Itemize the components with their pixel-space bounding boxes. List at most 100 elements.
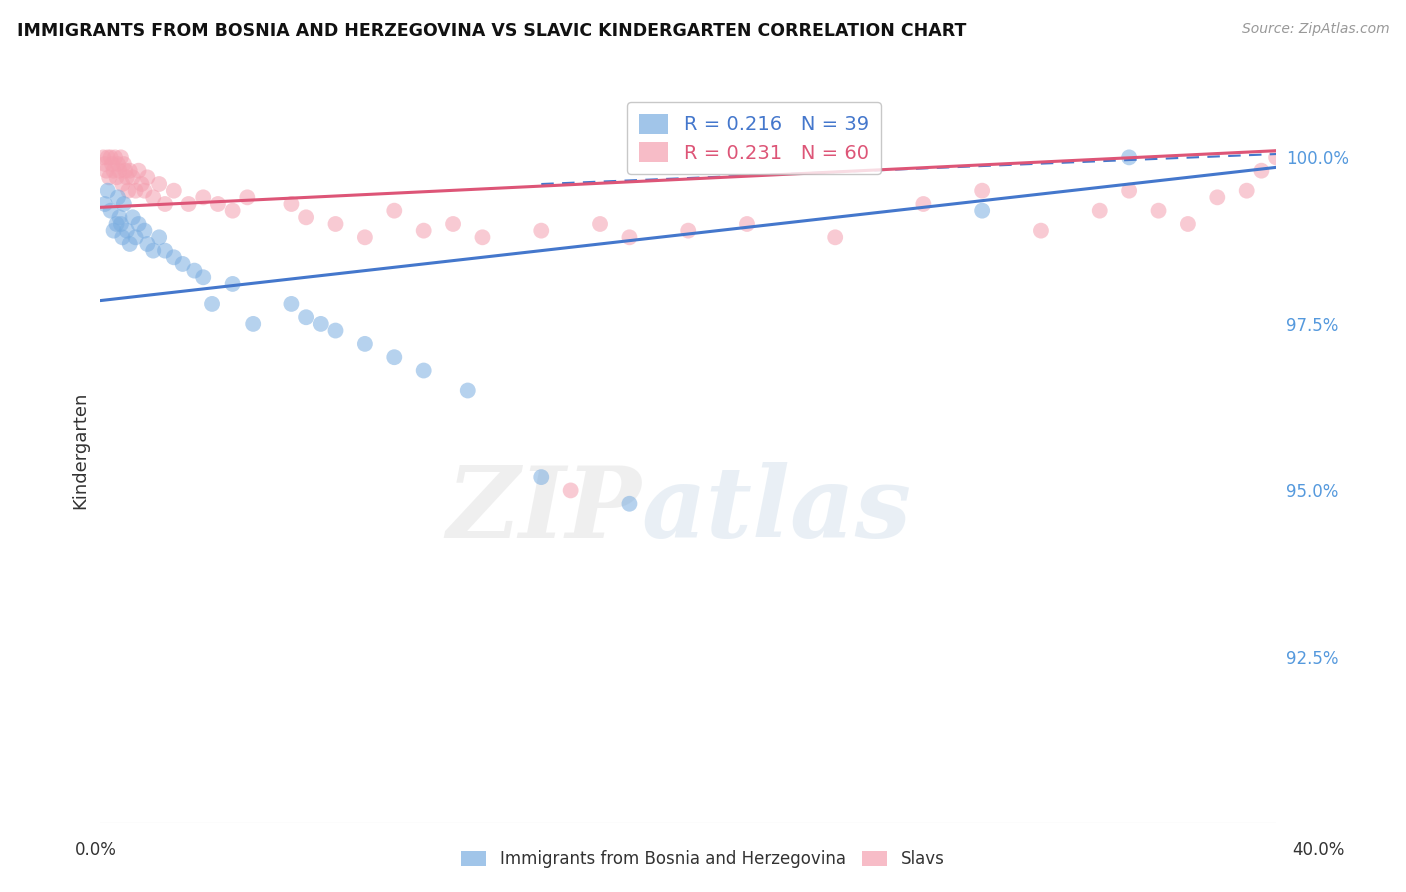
Point (193, 190, 215, 204)
Point (280, 297, 302, 311)
Point (412, 363, 434, 377)
Text: IMMIGRANTS FROM BOSNIA AND HERZEGOVINA VS SLAVIC KINDERGARTEN CORRELATION CHART: IMMIGRANTS FROM BOSNIA AND HERZEGOVINA V… (17, 22, 966, 40)
Point (118, 237, 141, 252)
Point (309, 317, 332, 331)
Legend: R = 0.216   N = 39, R = 0.231   N = 60: R = 0.216 N = 39, R = 0.231 N = 60 (627, 102, 880, 174)
Point (619, 230, 641, 244)
Point (134, 184, 156, 198)
Point (107, 190, 129, 204)
Text: 40.0%: 40.0% (1292, 840, 1346, 858)
Point (441, 217, 464, 231)
Y-axis label: Kindergarten: Kindergarten (72, 392, 89, 509)
Point (124, 184, 146, 198)
Point (100, 150, 122, 164)
Point (354, 337, 377, 351)
Point (619, 497, 641, 511)
Point (101, 157, 124, 171)
Text: Source: ZipAtlas.com: Source: ZipAtlas.com (1241, 22, 1389, 37)
Point (94, 157, 117, 171)
Point (236, 190, 259, 204)
Point (589, 217, 612, 231)
Point (134, 224, 156, 238)
Point (153, 197, 176, 211)
Point (193, 270, 215, 285)
Point (131, 177, 153, 191)
Point (530, 224, 553, 238)
Point (142, 190, 165, 204)
Point (97, 150, 120, 164)
Point (824, 230, 846, 244)
Point (136, 237, 159, 252)
Point (105, 217, 128, 231)
Point (1177, 217, 1199, 231)
Point (112, 197, 135, 211)
Point (128, 217, 150, 231)
Point (110, 150, 132, 164)
Point (142, 244, 165, 258)
Point (1250, 163, 1272, 178)
Text: atlas: atlas (641, 462, 911, 558)
Point (177, 197, 200, 211)
Point (103, 224, 125, 238)
Point (912, 197, 935, 211)
Point (382, 203, 405, 218)
Point (111, 230, 134, 244)
Legend: Immigrants from Bosnia and Herzegovina, Slavs: Immigrants from Bosnia and Herzegovina, … (454, 844, 952, 875)
Point (676, 224, 699, 238)
Point (1118, 184, 1140, 198)
Point (1265, 150, 1288, 164)
Point (221, 277, 243, 291)
Point (530, 470, 553, 484)
Point (117, 184, 139, 198)
Point (118, 163, 141, 178)
Point (148, 230, 170, 244)
Point (295, 310, 318, 325)
Point (108, 211, 131, 225)
Text: ZIP: ZIP (446, 462, 641, 558)
Point (972, 184, 994, 198)
Point (412, 224, 434, 238)
Point (1029, 224, 1052, 238)
Point (115, 224, 138, 238)
Point (163, 184, 186, 198)
Point (172, 257, 194, 271)
Point (136, 170, 159, 185)
Point (114, 163, 136, 178)
Point (221, 203, 243, 218)
Point (115, 170, 138, 185)
Point (96, 163, 118, 178)
Point (100, 203, 122, 218)
Point (280, 197, 302, 211)
Point (153, 244, 176, 258)
Point (148, 177, 170, 191)
Point (560, 483, 582, 498)
Point (112, 157, 135, 171)
Point (325, 324, 347, 338)
Point (97, 184, 120, 198)
Point (183, 263, 205, 277)
Point (108, 163, 131, 178)
Point (207, 197, 229, 211)
Point (103, 163, 125, 178)
Point (1088, 203, 1111, 218)
Point (105, 170, 128, 185)
Point (107, 157, 129, 171)
Point (735, 217, 758, 231)
Point (110, 217, 132, 231)
Point (163, 250, 186, 264)
Point (94, 197, 117, 211)
Text: 0.0%: 0.0% (75, 840, 117, 858)
Point (1147, 203, 1170, 218)
Point (121, 170, 143, 185)
Point (128, 163, 150, 178)
Point (121, 211, 143, 225)
Point (1118, 150, 1140, 164)
Point (91, 150, 114, 164)
Point (1206, 190, 1229, 204)
Point (325, 217, 347, 231)
Point (201, 297, 224, 311)
Point (124, 230, 146, 244)
Point (295, 211, 318, 225)
Point (457, 384, 479, 398)
Point (1236, 184, 1258, 198)
